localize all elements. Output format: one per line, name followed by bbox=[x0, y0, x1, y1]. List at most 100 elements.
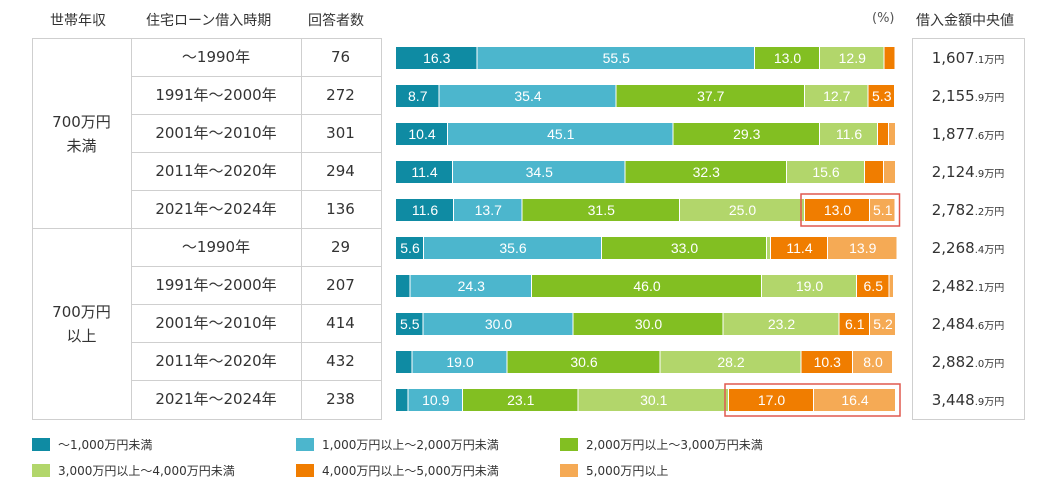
legend-item: 4,000万円以上〜5,000万円未満 bbox=[296, 462, 499, 479]
bar-segment bbox=[616, 85, 804, 107]
bar-segment bbox=[396, 237, 423, 259]
bar-segment bbox=[423, 313, 573, 335]
table-divider bbox=[301, 38, 302, 420]
row-divider bbox=[131, 190, 381, 191]
median-main: 2,268 bbox=[931, 239, 975, 257]
legend-item: 1,000万円以上〜2,000万円未満 bbox=[296, 436, 499, 453]
bar-value-label: 11.4 bbox=[411, 164, 437, 180]
median-value: 2,482.1万円 bbox=[913, 277, 1023, 295]
bar-segment bbox=[532, 275, 761, 297]
bar-value-label: 55.5 bbox=[603, 50, 630, 66]
bar-value-label: 34.5 bbox=[526, 164, 553, 180]
bar-segment bbox=[477, 47, 754, 69]
group-divider bbox=[32, 228, 382, 229]
median-value: 1,877.6万円 bbox=[913, 125, 1023, 143]
group-label-line1: 700万円 bbox=[52, 303, 111, 321]
legend-label: 1,000万円以上〜2,000万円未満 bbox=[322, 438, 499, 452]
row-divider bbox=[131, 342, 381, 343]
bar-segment bbox=[454, 199, 522, 221]
bar-segment bbox=[755, 47, 819, 69]
bar-segment bbox=[410, 275, 531, 297]
count-cell: 136 bbox=[326, 200, 355, 218]
group-label-line1: 700万円 bbox=[52, 113, 111, 131]
period-cell: 〜1990年 bbox=[181, 238, 251, 256]
bar-value-label: 24.3 bbox=[458, 278, 485, 294]
median-main: 2,782 bbox=[931, 201, 975, 219]
group-label-line2: 未満 bbox=[66, 137, 97, 155]
bar-value-label: 35.4 bbox=[514, 88, 541, 104]
bar-value-label: 10.4 bbox=[408, 126, 435, 142]
count-cell: 76 bbox=[330, 48, 351, 66]
median-table bbox=[912, 38, 1025, 420]
period-cell: 2001年〜2010年 bbox=[155, 124, 277, 142]
legend-swatch bbox=[32, 464, 50, 477]
period-cell: 2011年〜2020年 bbox=[155, 162, 277, 180]
bar-segment bbox=[522, 199, 679, 221]
legend-label: 5,000万円以上 bbox=[586, 464, 669, 478]
bar-segment bbox=[396, 47, 477, 69]
bar-segment bbox=[853, 351, 892, 373]
bar-value-label: 6.1 bbox=[845, 316, 865, 332]
bar-segment bbox=[396, 123, 447, 145]
median-sub: .6万円 bbox=[974, 131, 1005, 142]
bar-value-label: 30.1 bbox=[640, 392, 667, 408]
bar-value-label: 12.7 bbox=[823, 88, 850, 104]
bar-segment bbox=[412, 351, 507, 373]
bar-value-label: 16.4 bbox=[841, 392, 868, 408]
period-cell: 2021年〜2024年 bbox=[155, 200, 277, 218]
bar-segment bbox=[805, 199, 869, 221]
bar-segment bbox=[396, 351, 412, 373]
bar-value-label: 15.6 bbox=[812, 164, 839, 180]
bar-value-label: 13.9 bbox=[849, 240, 876, 256]
bar-segment bbox=[820, 123, 877, 145]
bar-segment bbox=[660, 351, 801, 373]
bar-segment bbox=[771, 237, 827, 259]
group-label-under-700: 700万円 未満 bbox=[32, 110, 131, 158]
bar-segment bbox=[870, 313, 895, 335]
legend-item: 2,000万円以上〜3,000万円未満 bbox=[560, 436, 763, 453]
legend-item: 〜1,000万円未満 bbox=[32, 436, 152, 453]
legend-item: 5,000万円以上 bbox=[560, 462, 668, 479]
bar-segment bbox=[439, 85, 616, 107]
bar-segment bbox=[463, 389, 578, 411]
median-value: 2,484.6万円 bbox=[913, 315, 1023, 333]
legend-label: 2,000万円以上〜3,000万円未満 bbox=[586, 438, 763, 452]
median-sub: .6万円 bbox=[974, 321, 1005, 332]
median-sub: .1万円 bbox=[974, 55, 1005, 66]
bar-segment bbox=[625, 161, 786, 183]
legend-item: 3,000万円以上〜4,000万円未満 bbox=[32, 462, 235, 479]
period-cell: 2021年〜2024年 bbox=[155, 390, 277, 408]
bar-value-label: 11.6 bbox=[412, 202, 438, 218]
bar-value-label: 31.5 bbox=[588, 202, 615, 218]
legend-label: 3,000万円以上〜4,000万円未満 bbox=[58, 464, 235, 478]
median-sub: .4万円 bbox=[974, 245, 1005, 256]
bar-segment bbox=[868, 85, 894, 107]
bar-segment bbox=[448, 123, 673, 145]
bar-value-label: 17.0 bbox=[758, 392, 785, 408]
row-divider bbox=[131, 304, 381, 305]
bar-value-label: 5.6 bbox=[400, 240, 420, 256]
bar-segment bbox=[602, 237, 766, 259]
legend-swatch bbox=[296, 464, 314, 477]
bar-segment bbox=[857, 275, 889, 297]
legend-swatch bbox=[296, 438, 314, 451]
bar-value-label: 5.5 bbox=[400, 316, 420, 332]
median-value: 2,155.9万円 bbox=[913, 87, 1023, 105]
bar-value-label: 33.0 bbox=[671, 240, 698, 256]
bar-segment bbox=[673, 123, 819, 145]
bar-segment bbox=[878, 123, 888, 145]
bar-segment bbox=[787, 161, 864, 183]
median-main: 2,482 bbox=[931, 277, 975, 295]
count-cell: 301 bbox=[326, 124, 355, 142]
header-unit: (%) bbox=[872, 11, 895, 26]
bar-segment bbox=[889, 275, 893, 297]
bar-value-label: 29.3 bbox=[733, 126, 760, 142]
bar-value-label: 25.0 bbox=[729, 202, 756, 218]
bar-value-label: 13.7 bbox=[475, 202, 502, 218]
bar-segment bbox=[889, 123, 895, 145]
left-table bbox=[32, 38, 382, 420]
bar-segment bbox=[396, 275, 410, 297]
median-main: 3,448 bbox=[931, 391, 975, 409]
median-value: 3,448.9万円 bbox=[913, 391, 1023, 409]
